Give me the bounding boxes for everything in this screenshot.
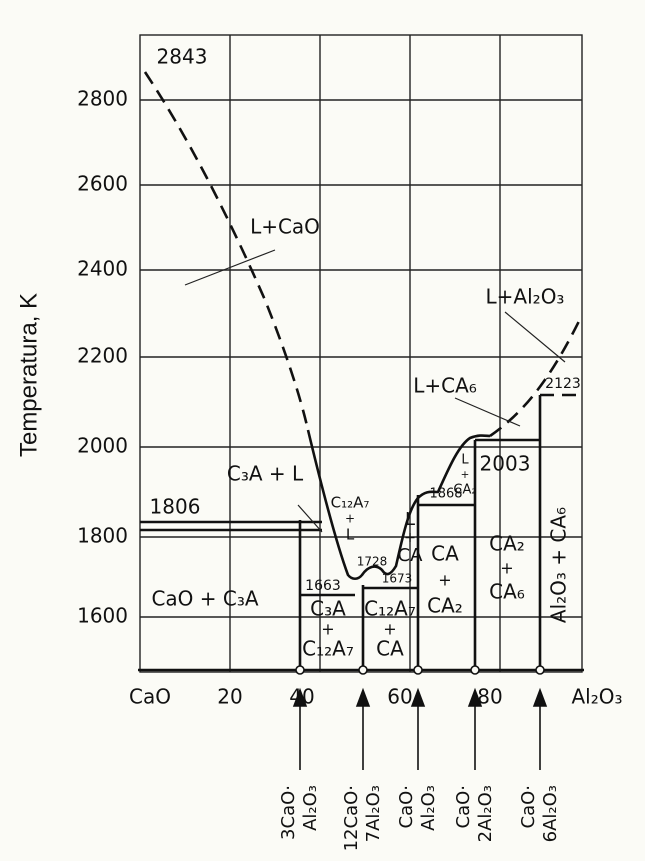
- region-label: CA₂: [453, 483, 476, 498]
- leader-lines: [184, 249, 566, 533]
- region-label: +: [500, 559, 513, 578]
- y-tick-label: 2400: [77, 257, 128, 281]
- phase-lines: [138, 71, 584, 672]
- temperature-label: 1663: [305, 578, 341, 594]
- compound-label: 3CaO·: [278, 785, 299, 840]
- region-label: +: [383, 620, 396, 639]
- region-label: +: [438, 571, 451, 590]
- compound-label: 12CaO·: [341, 785, 362, 851]
- arrow-head: [467, 687, 483, 707]
- y-tick-label: 1600: [77, 604, 128, 628]
- x-tick-label: 20: [217, 685, 242, 709]
- region-label: L: [461, 453, 469, 468]
- region-label: +: [404, 530, 416, 546]
- temperature-label: 1806: [150, 495, 201, 519]
- compound-label: CaO·: [396, 785, 417, 829]
- region-label: L+CA₆: [413, 374, 477, 398]
- compound-label: CaO·: [518, 785, 539, 829]
- region-label: C₁₂A₇: [364, 597, 416, 621]
- solidus-lines: [138, 395, 584, 672]
- compound-label: 6Al₂O₃: [540, 785, 561, 842]
- x-tick-label: 40: [289, 685, 314, 709]
- region-label: L: [405, 509, 415, 530]
- marker: [535, 665, 545, 675]
- liquidus-al2o3: [489, 314, 584, 438]
- temperature-label: 1728: [357, 555, 388, 569]
- compound-label: 2Al₂O₃: [475, 785, 496, 842]
- marker: [470, 665, 480, 675]
- temperature-label: 1868: [429, 487, 462, 502]
- x-tick-label: CaO: [129, 685, 171, 709]
- region-label: C₁₂A₇: [331, 494, 370, 512]
- liquidus-cao: [143, 71, 310, 431]
- composition-markers: [295, 665, 545, 675]
- temperature-label: 2003: [480, 452, 531, 476]
- region-label: L+Al₂O₃: [486, 285, 565, 309]
- region-label: +: [321, 620, 334, 639]
- region-label: CA: [398, 545, 424, 566]
- y-tick-label: 2000: [77, 434, 128, 458]
- x-tick-label: Al₂O₃: [571, 685, 622, 709]
- region-label: +: [461, 469, 470, 481]
- region-label: C₃A + L: [227, 462, 304, 486]
- temperature-label: 2123: [545, 376, 581, 392]
- region-label: L+CaO: [250, 215, 320, 239]
- region-label: CA: [431, 542, 459, 566]
- grid-lines: [140, 35, 582, 672]
- y-tick-label: 2600: [77, 172, 128, 196]
- marker: [358, 665, 368, 675]
- x-tick-label: 60: [387, 685, 412, 709]
- marker: [413, 665, 423, 675]
- eutectic-1806: [140, 520, 322, 532]
- region-label: CA₂: [427, 594, 463, 618]
- compound-label: Al₂O₃: [300, 785, 321, 831]
- region-label: Al₂O₃ + CA₆: [547, 507, 571, 623]
- y-tick-label: 2800: [77, 87, 128, 111]
- arrow-head: [410, 687, 426, 707]
- liquidus: [306, 429, 491, 581]
- region-label: CaO + C₃A: [151, 587, 258, 611]
- region-label: C₃A: [310, 597, 346, 621]
- y-axis-title: Temperatura, K: [15, 293, 42, 457]
- arrow-head: [355, 687, 371, 707]
- region-label: CA: [376, 637, 404, 661]
- region-label: C₁₂A₇: [302, 637, 354, 661]
- arrows: [292, 687, 548, 770]
- compound-label: CaO·: [453, 785, 474, 829]
- temperature-label: 2843: [157, 45, 208, 69]
- y-tick-label: 1800: [77, 524, 128, 548]
- marker: [295, 665, 305, 675]
- region-label: L: [346, 526, 355, 544]
- region-label: +: [345, 512, 355, 526]
- temperature-label: 1673: [382, 572, 413, 586]
- y-tick-label: 2200: [77, 344, 128, 368]
- compound-label: Al₂O₃: [418, 785, 439, 831]
- region-label: CA₆: [489, 580, 525, 604]
- arrow-head: [292, 687, 308, 707]
- arrow-head: [532, 687, 548, 707]
- compound-label: 7Al₂O₃: [363, 785, 384, 842]
- region-label: CA₂: [489, 532, 525, 556]
- x-tick-label: 80: [477, 685, 502, 709]
